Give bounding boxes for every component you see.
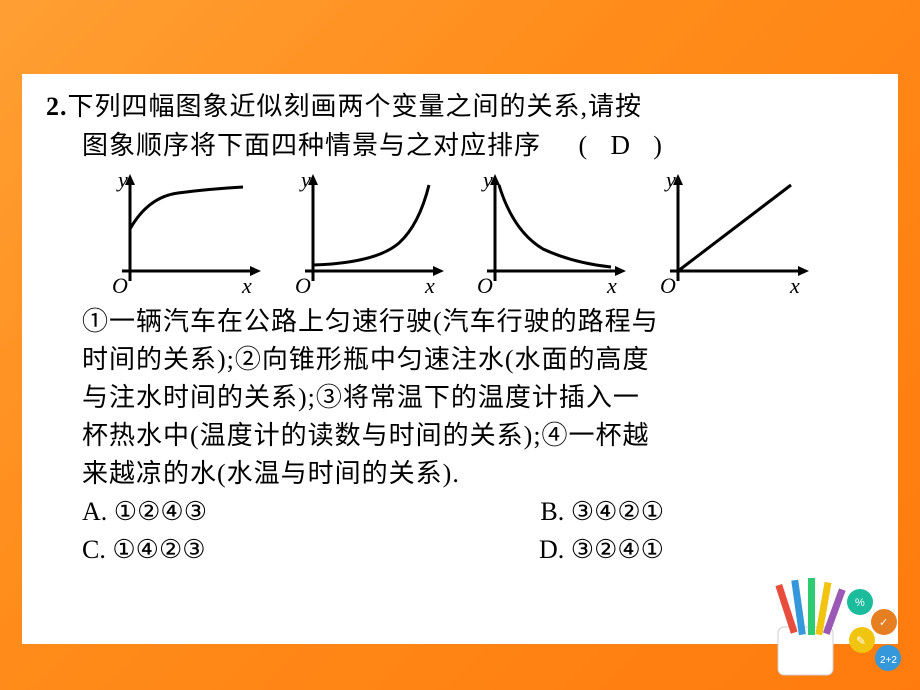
scenario-line-4: 杯热水中(温度计的读数与时间的关系);④一杯越: [82, 417, 874, 455]
svg-text:x: x: [424, 273, 435, 298]
option-b: B. ③④②①: [540, 493, 664, 531]
svg-text:%: %: [855, 597, 865, 609]
slide-card: 2.下列四幅图象近似刻画两个变量之间的关系,请按 图象顺序将下面四种情景与之对应…: [22, 74, 898, 644]
graph-1: y O x: [98, 171, 268, 301]
svg-text:O: O: [660, 273, 676, 298]
origin-label: O: [112, 273, 128, 298]
scenario-line-2: 时间的关系);②向锥形瓶中匀速注水(水面的高度: [82, 341, 874, 379]
option-c: C. ①④②③: [82, 531, 206, 569]
options-row-2: C. ①④②③ D. ③②④①: [82, 531, 874, 569]
scenario-line-1: ①一辆汽车在公路上匀速行驶(汽车行驶的路程与: [82, 303, 874, 341]
axis-y-label: y: [116, 171, 128, 192]
question-line-1: 下列四幅图象近似刻画两个变量之间的关系,请按: [68, 92, 643, 121]
axis-x-label: x: [241, 273, 252, 298]
scenario-line-3: 与注水时间的关系);③将常温下的温度计插入一: [82, 379, 874, 417]
svg-text:x: x: [789, 273, 800, 298]
svg-text:O: O: [477, 273, 493, 298]
option-a: A. ①②④③: [82, 493, 207, 531]
question-number: 2.: [46, 92, 68, 121]
graph-3: y O x: [463, 171, 633, 301]
graph-4: y O x: [646, 171, 816, 301]
graph-2: y O x: [281, 171, 451, 301]
scenario-line-5: 来越凉的水(水温与时间的关系).: [82, 455, 874, 493]
curve-2: [313, 185, 429, 265]
svg-text:✓: ✓: [879, 617, 888, 629]
svg-text:y: y: [664, 171, 676, 192]
question-line-2: 图象顺序将下面四种情景与之对应排序: [82, 131, 541, 160]
graphs-row: y O x y O x y: [46, 165, 826, 303]
paren-close: ): [653, 131, 663, 160]
question-text: 2.下列四幅图象近似刻画两个变量之间的关系,请按 图象顺序将下面四种情景与之对应…: [46, 88, 874, 165]
svg-text:y: y: [299, 171, 311, 192]
svg-text:y: y: [481, 171, 493, 192]
answer-letter: D: [596, 126, 646, 164]
curve-4: [678, 185, 791, 271]
curve-3: [499, 185, 611, 267]
curve-1: [130, 187, 243, 229]
option-d: D. ③②④①: [539, 531, 664, 569]
svg-text:2+2: 2+2: [880, 655, 897, 666]
svg-text:✎: ✎: [856, 634, 866, 648]
decoration-pencils: % ✓ ✎ 2+2: [728, 572, 908, 682]
paren-open: (: [579, 131, 589, 160]
options-row-1: A. ①②④③ B. ③④②①: [82, 493, 874, 531]
svg-text:O: O: [295, 273, 311, 298]
svg-text:x: x: [606, 273, 617, 298]
